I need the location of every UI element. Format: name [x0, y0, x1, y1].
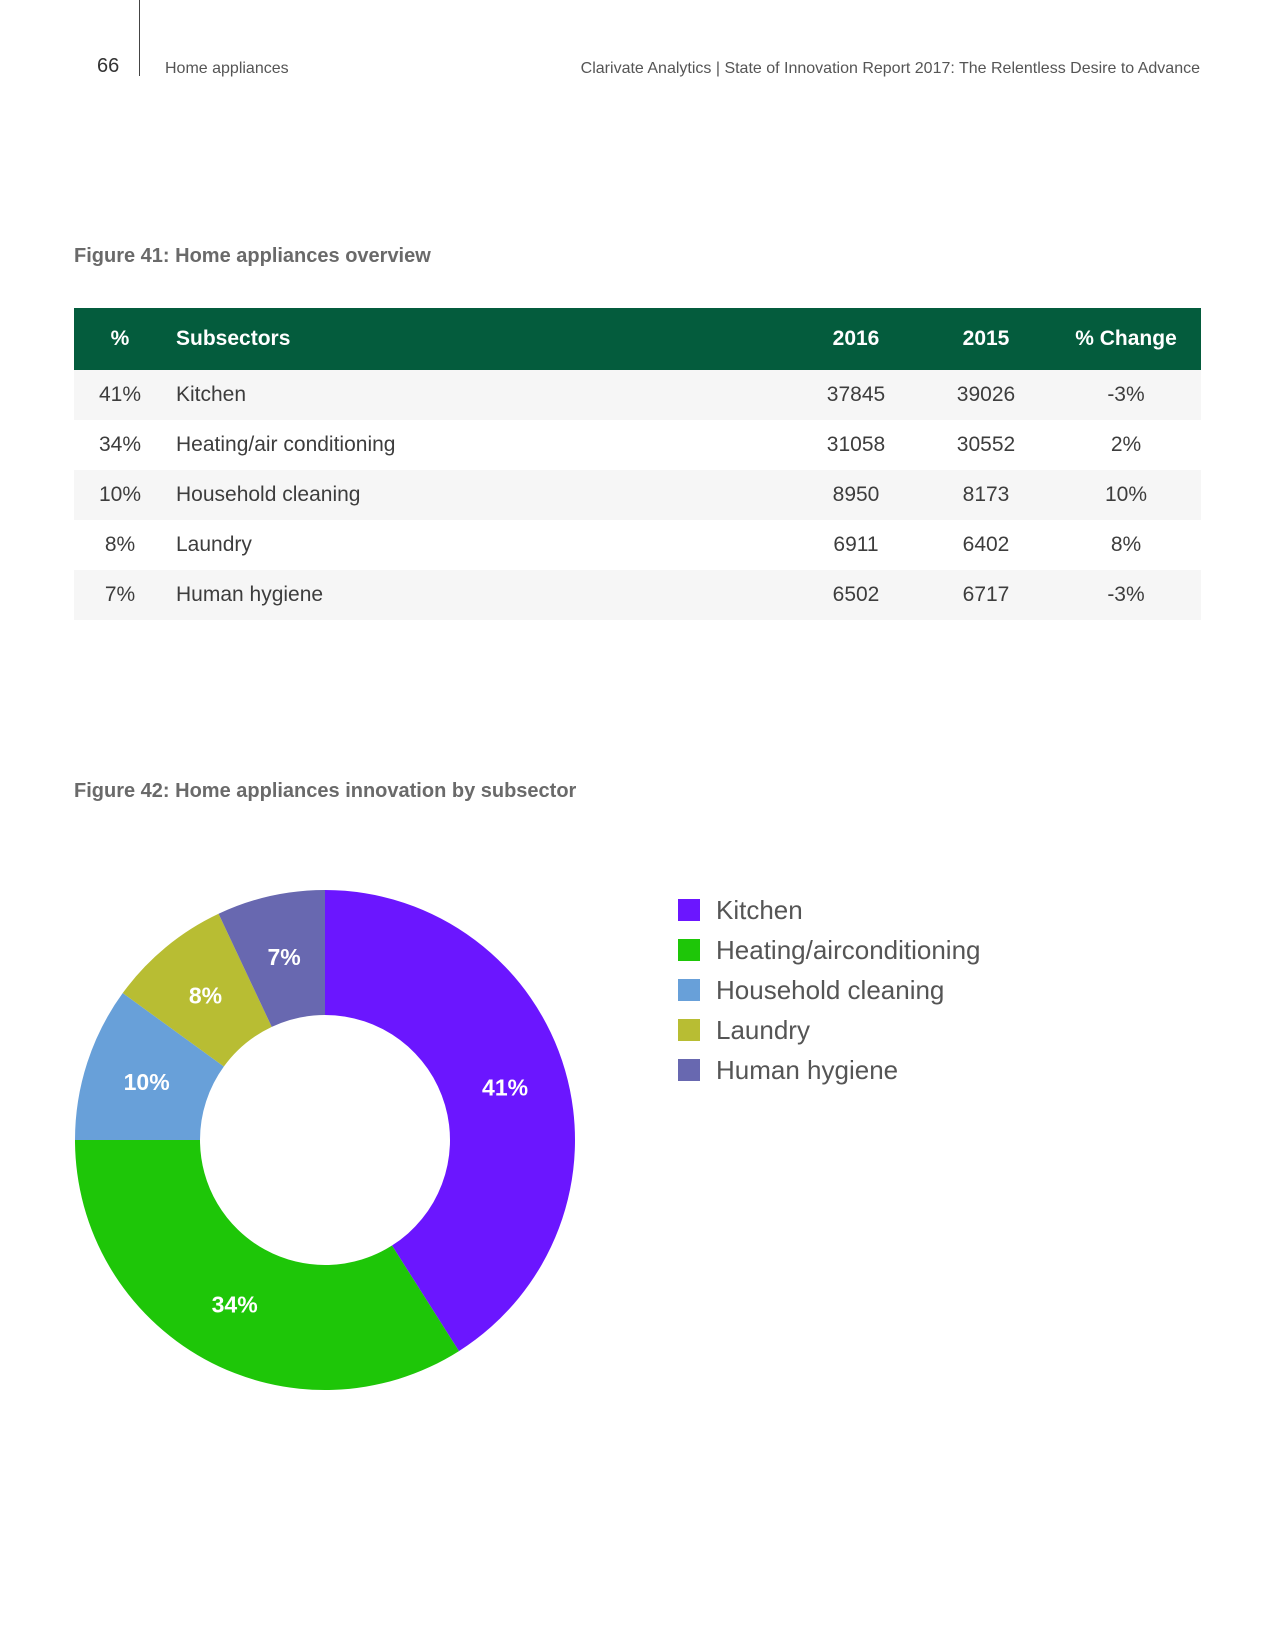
column-header-2016: 2016: [791, 308, 921, 370]
legend-label: Human hygiene: [716, 1054, 899, 1085]
page-number: 66: [97, 55, 120, 77]
legend-swatch: [678, 939, 700, 961]
legend-item-human-hygiene: Human hygiene: [678, 1050, 981, 1090]
legend-swatch: [678, 899, 700, 921]
legend-item-heating: Heating/airconditioning: [678, 930, 981, 970]
row-change: 10%: [1051, 470, 1201, 520]
figure-41-title: Figure 41: Home appliances overview: [74, 245, 431, 267]
table-header-row: % Subsectors 2016 2015 % Change: [74, 308, 1201, 370]
legend-item-kitchen: Kitchen: [678, 890, 981, 930]
column-header-percent: %: [74, 308, 166, 370]
row-subsector: Household cleaning: [166, 470, 791, 520]
slice-heating-airconditioning: [75, 1140, 459, 1391]
table-row: 34% Heating/air conditioning 31058 30552…: [74, 420, 1201, 470]
section-name: Home appliances: [165, 60, 289, 77]
row-percent: 41%: [74, 370, 166, 420]
slice-human-hygiene: [218, 890, 325, 1027]
slice-label-heating-airconditioning: 34%: [212, 1291, 258, 1317]
slice-label-laundry: 8%: [189, 983, 222, 1009]
header-divider: [139, 0, 140, 76]
row-2015: 8173: [921, 470, 1051, 520]
row-percent: 7%: [74, 570, 166, 620]
legend-label: Kitchen: [716, 894, 803, 925]
legend-label: Household cleaning: [716, 974, 945, 1005]
row-2015: 6402: [962, 533, 1010, 556]
row-2015: 39026: [921, 370, 1051, 420]
table-row: 41% Kitchen 37845 39026 -3%: [74, 370, 1201, 420]
legend-swatch: [678, 979, 700, 1001]
row-2016: 8950: [791, 470, 921, 520]
table-row: 10% Household cleaning 8950 8173 10%: [74, 470, 1201, 520]
row-subsector: Laundry: [176, 533, 252, 556]
legend-item-laundry: Laundry: [678, 1010, 981, 1050]
legend-label: Heating/airconditioning: [716, 934, 981, 965]
row-2016: 6911: [833, 533, 879, 556]
slice-kitchen: [325, 890, 576, 1352]
slice-label-household-cleaning: 10%: [124, 1069, 170, 1095]
slice-laundry: [122, 913, 272, 1067]
row-2016: 6502: [791, 570, 921, 620]
row-percent: 8%: [104, 533, 136, 556]
row-percent: 10%: [74, 470, 166, 520]
legend-swatch: [678, 1059, 700, 1081]
legend-label: Laundry: [716, 1014, 810, 1045]
slice-label-kitchen: 41%: [482, 1075, 528, 1101]
slice-label-human-hygiene: 7%: [267, 944, 300, 970]
row-2016: 31058: [826, 433, 886, 456]
table-row: 7% Human hygiene 6502 6717 -3%: [74, 570, 1201, 620]
legend-swatch: [678, 1019, 700, 1041]
column-header-2015: 2015: [921, 308, 1051, 370]
report-title: Clarivate Analytics | State of Innovatio…: [580, 60, 1200, 77]
row-change: -3%: [1051, 570, 1201, 620]
row-subsector: Kitchen: [166, 370, 791, 420]
row-change: 2%: [1110, 433, 1142, 456]
row-2016: 37845: [791, 370, 921, 420]
column-header-subsectors: Subsectors: [166, 308, 791, 370]
slice-household-cleaning: [75, 993, 224, 1140]
figure-42-title: Figure 42: Home appliances innovation by…: [74, 780, 577, 802]
legend-item-household-cleaning: Household cleaning: [678, 970, 981, 1010]
row-percent: 34%: [98, 433, 142, 456]
overview-table: % Subsectors 2016 2015 % Change 41% Kitc…: [74, 308, 1201, 620]
row-subsector: Heating/air conditioning: [176, 433, 396, 456]
donut-chart: 41% 34% 10% 8% 7%: [75, 890, 576, 1391]
table-row: 8% Laundry 6911 6402 8%: [74, 520, 1201, 570]
column-header-change: % Change: [1051, 308, 1201, 370]
row-2015: 30552: [956, 433, 1016, 456]
chart-legend: Kitchen Heating/airconditioning Househol…: [678, 890, 981, 1090]
row-change: 8%: [1110, 533, 1142, 556]
row-change: -3%: [1051, 370, 1201, 420]
row-subsector: Human hygiene: [166, 570, 791, 620]
row-2015: 6717: [921, 570, 1051, 620]
